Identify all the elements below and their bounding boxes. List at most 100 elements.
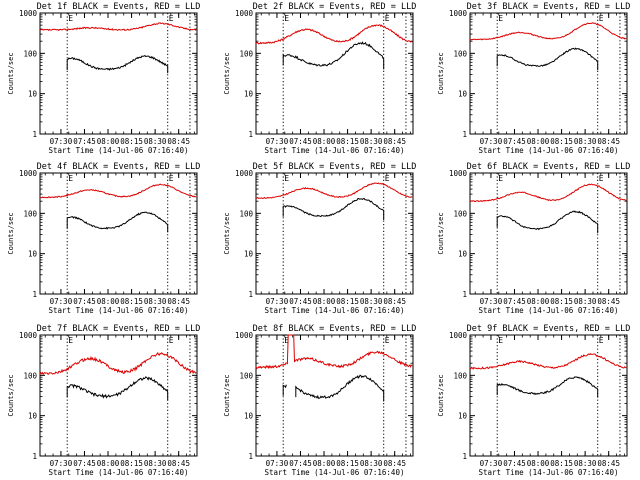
y-axis-label: Counts/sec [7,374,15,416]
y-tick-label: 1 [248,290,253,299]
x-tick-label: 08:45 [597,297,620,306]
y-tick-label: 1 [462,290,467,299]
plot-frame [39,334,198,457]
x-tick-label: 08:15 [336,459,359,468]
plot-frame [255,12,414,135]
lld-series-line [39,351,197,376]
y-tick-label: 1000 [235,9,254,18]
y-tick-label: 1000 [19,9,38,18]
plot-frame [39,12,198,135]
y-tick-label: 1000 [449,331,468,340]
panel-det-3: Det 3f BLACK = Events, RED = LLD 1 10 100 10… [437,2,630,155]
events-series-line [496,376,599,398]
event-marker-label: E [599,336,604,345]
x-tick-label: 08:30 [360,297,383,306]
lld-series-line [255,182,413,199]
lld-series-line [469,183,627,203]
y-axis-label: Counts/sec [7,52,15,94]
plot-frame [255,172,414,295]
x-tick-label: 08:15 [120,297,143,306]
y-tick-label: 10 [244,90,254,99]
event-marker-label: E [284,174,289,183]
y-tick-label: 100 [239,209,253,218]
x-tick-label: 07:30 [266,297,289,306]
x-tick-label: 08:30 [360,459,383,468]
y-tick-label: 10 [458,90,468,99]
events-series-line [66,54,169,74]
y-axis-label: Counts/sec [223,374,231,416]
event-marker-label: E [68,336,73,345]
y-tick-label: 1000 [449,9,468,18]
y-tick-label: 100 [239,49,253,58]
lld-series-line [39,22,197,32]
plot-frame [469,172,628,295]
x-axis-label: Start Time (14-Jul-06 07:16:40) [265,468,405,477]
event-marker-label: E [498,336,503,345]
x-tick-label: 08:45 [597,137,620,146]
x-tick-label: 08:00 [527,297,550,306]
panel-title: Det 9f BLACK = Events, RED = LLD [467,324,631,334]
x-tick-label: 08:00 [313,297,336,306]
event-marker-label: E [68,14,73,23]
x-axis-label: Start Time (14-Jul-06 07:16:40) [265,306,405,315]
x-tick-label: 08:30 [574,297,597,306]
x-tick-label: 08:15 [550,459,573,468]
x-axis-label: Start Time (14-Jul-06 07:16:40) [479,306,619,315]
x-tick-label: 07:30 [266,137,289,146]
x-tick-label: 08:30 [144,297,167,306]
x-tick-label: 08:30 [574,459,597,468]
x-tick-label: 08:30 [144,459,167,468]
y-axis-label: Counts/sec [437,212,445,254]
y-tick-label: 1000 [19,169,38,178]
y-tick-label: 10 [28,250,38,259]
x-tick-label: 08:30 [144,137,167,146]
x-axis-label: Start Time (14-Jul-06 07:16:40) [49,146,189,155]
y-tick-label: 100 [453,209,467,218]
x-tick-label: 08:30 [574,137,597,146]
x-axis-label: Start Time (14-Jul-06 07:16:40) [479,468,619,477]
y-tick-label: 10 [28,412,38,421]
x-tick-label: 07:45 [73,459,96,468]
lld-series-line [255,24,413,45]
plot-frame [39,172,198,295]
y-tick-label: 1000 [235,331,254,340]
x-axis-label: Start Time (14-Jul-06 07:16:40) [49,468,189,477]
y-tick-label: 1000 [19,331,38,340]
event-marker-label: E [498,14,503,23]
plot-frame [469,12,628,135]
y-axis-label: Counts/sec [223,212,231,254]
x-tick-label: 08:00 [313,137,336,146]
x-tick-label: 07:45 [289,297,312,306]
event-marker-label: E [68,174,73,183]
x-tick-label: 07:45 [503,137,526,146]
x-tick-label: 08:45 [383,137,406,146]
events-series-line [282,374,385,402]
y-tick-label: 10 [244,250,254,259]
event-marker-label: E [599,174,604,183]
panel-title: Det 2f BLACK = Events, RED = LLD [253,2,417,12]
x-tick-label: 08:15 [120,459,143,468]
panel-det-2: Det 2f BLACK = Events, RED = LLD 1 10 100 10… [223,2,416,155]
x-tick-label: 07:30 [266,459,289,468]
x-tick-label: 07:30 [50,459,73,468]
event-marker-label: E [599,14,604,23]
events-series-line [282,41,385,70]
x-axis-label: Start Time (14-Jul-06 07:16:40) [49,306,189,315]
x-tick-label: 07:45 [73,137,96,146]
panel-title: Det 5f BLACK = Events, RED = LLD [253,162,417,172]
x-tick-label: 08:45 [167,137,190,146]
y-tick-label: 100 [23,209,37,218]
x-tick-label: 08:15 [336,297,359,306]
panel-det-6: Det 6f BLACK = Events, RED = LLD 1 10 100 10… [437,162,630,315]
y-tick-label: 10 [458,250,468,259]
events-series-line [496,47,599,71]
event-marker-label: E [284,336,289,345]
y-tick-label: 1 [462,130,467,139]
event-marker-label: E [498,174,503,183]
y-tick-label: 1000 [235,169,254,178]
x-axis-label: Start Time (14-Jul-06 07:16:40) [479,146,619,155]
x-tick-label: 08:15 [550,297,573,306]
y-tick-label: 100 [239,371,253,380]
x-tick-label: 08:30 [360,137,383,146]
y-axis-label: Counts/sec [437,374,445,416]
